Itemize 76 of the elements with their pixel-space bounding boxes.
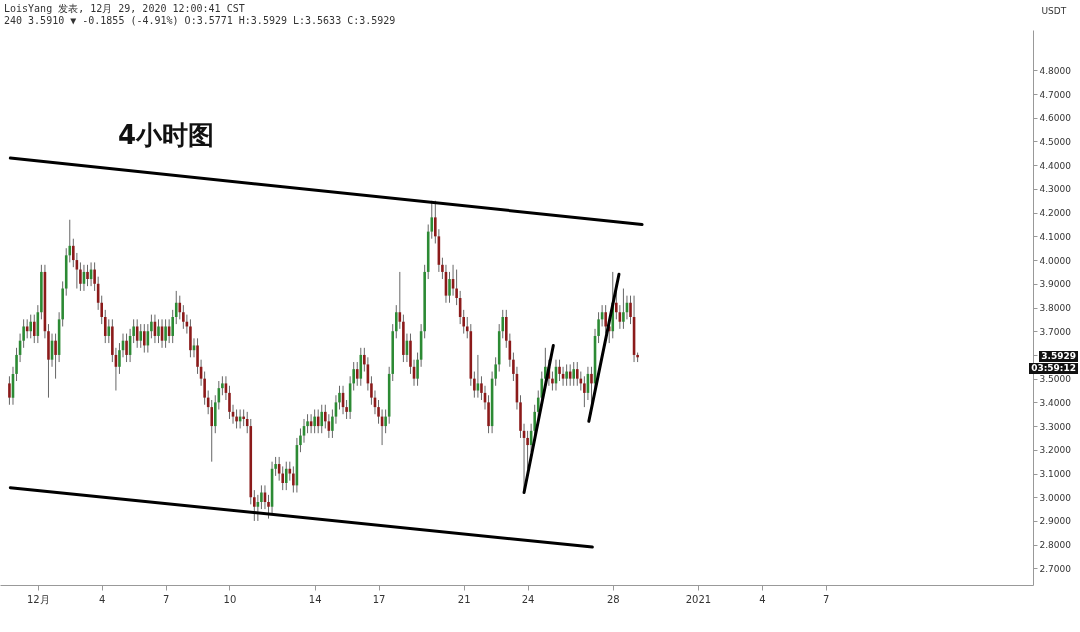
- candlestick: [54, 333, 57, 380]
- candlestick: [32, 314, 36, 344]
- candlestick: [157, 318, 160, 344]
- candlestick: [150, 314, 153, 339]
- y-tick-label: 4.5000: [1039, 136, 1072, 147]
- candlestick: [253, 489, 256, 522]
- y-tick-label: 3.0000: [1039, 492, 1072, 503]
- candlestick: [384, 408, 387, 434]
- y-tick-label: 3.9000: [1039, 279, 1072, 290]
- x-tick-label: 21: [457, 593, 471, 605]
- y-axis-title: USDT: [1041, 5, 1067, 16]
- candlestick: [139, 323, 143, 349]
- text: LoisYang 发表, 12月 29, 2020 12:00:41 CST: [4, 2, 245, 16]
- y-tick-label: 4.0000: [1039, 255, 1072, 266]
- x-tick-label: 7: [162, 593, 170, 605]
- text: 4小时图: [118, 119, 215, 152]
- x-tick-label: 12月: [26, 593, 50, 605]
- candlestick: [604, 304, 607, 335]
- candlestick: [221, 375, 224, 396]
- candlestick: [572, 361, 576, 387]
- candlestick: [355, 361, 359, 387]
- candlestick: [292, 465, 295, 493]
- candlestick: [29, 314, 33, 339]
- candlestick: [313, 408, 316, 434]
- y-tick-label: 2.7000: [1039, 563, 1072, 574]
- candlestick: [143, 323, 146, 354]
- candlestick: [174, 290, 178, 325]
- y-tick-label: 3.4000: [1039, 397, 1072, 408]
- candlestick: [182, 304, 185, 330]
- candlestick: [189, 318, 192, 358]
- candlestick: [178, 295, 182, 320]
- x-tick-label: 24: [521, 593, 535, 605]
- candlestick: [164, 318, 167, 349]
- y-tick-label: 4.4000: [1039, 160, 1072, 171]
- candlestick: [575, 361, 579, 387]
- candlestick: [103, 309, 107, 344]
- candlestick: [8, 375, 11, 406]
- candlestick: [93, 261, 96, 292]
- x-tick-label: 17: [372, 593, 386, 605]
- x-tick-label: 7: [823, 593, 830, 605]
- y-tick-label: 4.2000: [1039, 208, 1072, 219]
- candlestick: [125, 333, 128, 363]
- y-tick-label: 4.7000: [1039, 89, 1072, 100]
- candlestick: [558, 359, 561, 382]
- y-tick-label: 2.8000: [1039, 540, 1072, 551]
- y-tick-label: 2.9000: [1039, 516, 1072, 527]
- x-tick-label: 4: [99, 593, 106, 605]
- text: 240 3.5910 ▼ -0.1855 (-4.91%) O:3.5771 H:3.5929 L:3.5633 C:3.5929: [4, 15, 396, 26]
- candlestick: [622, 288, 625, 330]
- y-tick-label: 4.6000: [1039, 113, 1072, 124]
- candlestick: [171, 309, 174, 344]
- candlestick: [235, 408, 238, 429]
- candlestick: [455, 269, 458, 306]
- y-tick-label: 3.2000: [1039, 445, 1072, 456]
- candlestick: [284, 461, 288, 491]
- x-tick-label: 14: [308, 593, 322, 605]
- text: 03:59:12: [1029, 363, 1078, 375]
- candlestick: [359, 347, 363, 387]
- y-tick-label: 3.1000: [1039, 469, 1072, 480]
- candlestick: [86, 264, 89, 287]
- candlestick: [135, 318, 139, 349]
- x-tick-label: 10: [223, 593, 237, 605]
- x-tick-label: 28: [606, 593, 620, 605]
- y-tick-label: 4.8000: [1039, 65, 1072, 76]
- candlestick: [320, 404, 324, 434]
- candlestick: [565, 363, 568, 387]
- x-tick-label: 2021: [685, 593, 712, 605]
- text: 3.5929: [1039, 351, 1078, 363]
- y-tick-label: 4.3000: [1039, 184, 1072, 195]
- y-tick-label: 3.7000: [1039, 326, 1072, 337]
- x-tick-label: 4: [759, 593, 766, 605]
- y-tick-label: 3.3000: [1039, 421, 1072, 432]
- y-tick-label: 3.8000: [1039, 303, 1072, 313]
- candlestick: [583, 375, 586, 408]
- y-tick-label: 3.5000: [1039, 374, 1072, 385]
- y-tick-label: 4.1000: [1039, 231, 1072, 242]
